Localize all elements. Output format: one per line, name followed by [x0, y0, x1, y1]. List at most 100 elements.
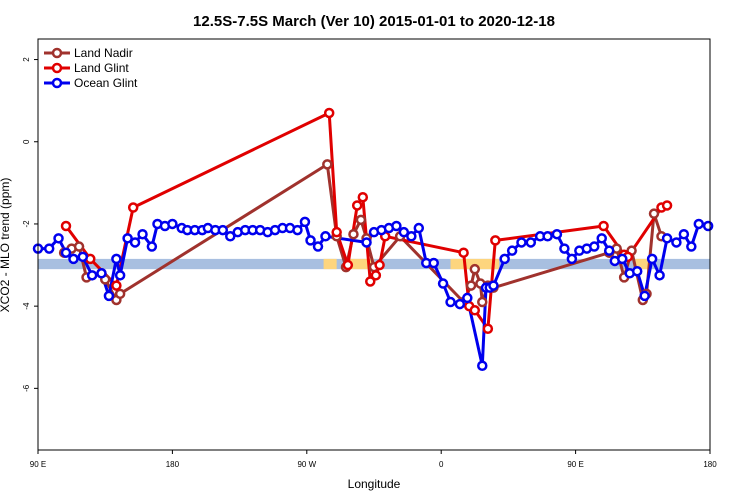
data-point-ocean-glint: [53, 233, 64, 244]
x-tick-label: 90 E: [567, 460, 583, 469]
data-point-land-glint: [490, 235, 501, 246]
legend-item-ocean-glint: Ocean Glint: [44, 76, 138, 90]
data-point-ocean-glint: [398, 226, 410, 238]
legend: Land Nadir Land Glint Ocean Glint: [44, 46, 138, 90]
data-point-ocean-glint: [406, 231, 417, 242]
data-point-ocean-glint: [477, 360, 488, 371]
legend-label-land-glint: Land Glint: [74, 61, 129, 75]
data-point-land-glint: [323, 107, 335, 119]
y-tick-label: -4: [22, 302, 31, 310]
x-tick-label: 180: [703, 460, 717, 469]
data-point-ocean-glint: [603, 245, 615, 256]
data-point-land-glint: [598, 220, 609, 232]
data-point-land-glint: [60, 220, 72, 232]
data-point-ocean-glint: [445, 296, 456, 308]
x-axis-label: Longitude: [348, 477, 401, 491]
data-point-ocean-glint: [292, 224, 303, 236]
data-point-ocean-glint: [671, 237, 682, 248]
data-point-ocean-glint: [559, 243, 570, 254]
data-point-land-nadir: [348, 228, 359, 240]
x-tick-label: 0: [439, 460, 444, 469]
data-point-ocean-glint: [60, 247, 72, 258]
data-point-land-glint: [374, 259, 385, 271]
data-point-ocean-glint: [225, 231, 236, 242]
legend-label-land-nadir: Land Nadir: [74, 46, 133, 60]
data-point-ocean-glint: [137, 228, 148, 240]
x-tick-label: 180: [166, 460, 180, 469]
x-tick-label: 90 E: [30, 460, 46, 469]
legend-marker-land-glint: [51, 62, 63, 74]
data-point-land-glint: [357, 191, 369, 203]
data-point-land-glint: [370, 270, 382, 281]
highlight-band-3: [635, 258, 651, 270]
data-point-ocean-glint: [122, 233, 133, 244]
data-point-ocean-glint: [462, 292, 473, 304]
data-point-land-nadir: [648, 208, 660, 219]
data-point-ocean-glint: [646, 253, 658, 265]
data-point-ocean-glint: [516, 237, 527, 248]
data-point-ocean-glint: [551, 228, 563, 240]
data-point-ocean-glint: [103, 290, 115, 302]
data-point-ocean-glint: [217, 224, 229, 236]
data-point-land-nadir: [469, 263, 481, 275]
plot-area: [32, 107, 714, 371]
data-point-land-glint: [127, 202, 139, 213]
data-point-ocean-glint: [488, 280, 499, 291]
data-point-ocean-glint: [43, 243, 55, 254]
data-point-ocean-glint: [320, 231, 331, 242]
data-point-ocean-glint: [111, 253, 122, 265]
data-point-ocean-glint: [129, 237, 141, 248]
legend-label-ocean-glint: Ocean Glint: [74, 76, 138, 90]
legend-item-land-nadir: Land Nadir: [44, 46, 133, 60]
data-point-ocean-glint: [305, 235, 316, 246]
data-point-land-nadir: [465, 280, 477, 291]
data-point-land-glint: [458, 247, 469, 258]
data-point-ocean-glint: [686, 241, 697, 252]
data-point-ocean-glint: [454, 298, 466, 310]
data-point-ocean-glint: [146, 241, 158, 252]
data-point-ocean-glint: [566, 253, 578, 265]
data-point-ocean-glint: [617, 253, 628, 265]
highlight-band-1: [349, 258, 374, 270]
data-point-land-nadir: [114, 288, 126, 300]
data-point-ocean-glint: [589, 241, 600, 252]
data-point-ocean-glint: [631, 265, 643, 277]
data-point-ocean-glint: [654, 270, 665, 281]
data-point-ocean-glint: [428, 257, 439, 269]
data-point-land-glint: [111, 280, 122, 291]
data-point-ocean-glint: [361, 237, 372, 248]
data-point-ocean-glint: [114, 270, 126, 281]
plot-frame: [37, 38, 711, 451]
data-point-land-glint: [331, 226, 342, 238]
chart-title: 12.5S-7.5S March (Ver 10) 2015-01-01 to …: [193, 13, 555, 30]
data-point-ocean-glint: [77, 251, 89, 263]
x-tick-label: 90 W: [297, 460, 316, 469]
data-point-land-glint: [469, 305, 481, 316]
y-tick-label: -2: [22, 220, 31, 228]
data-point-ocean-glint: [596, 233, 607, 244]
data-point-ocean-glint: [678, 228, 690, 240]
y-axis-label: XCO2 - MLO trend (ppm): [0, 178, 12, 313]
data-point-ocean-glint: [506, 245, 518, 256]
data-point-land-glint: [482, 323, 494, 335]
data-point-ocean-glint: [693, 218, 705, 230]
data-point-ocean-glint: [68, 253, 79, 265]
data-point-ocean-glint: [413, 222, 425, 234]
data-point-ocean-glint: [499, 253, 510, 265]
legend-item-land-glint: Land Glint: [44, 61, 129, 75]
y-tick-label: 0: [22, 139, 31, 144]
data-point-land-nadir: [322, 159, 333, 170]
data-point-ocean-glint: [542, 231, 553, 242]
data-point-land-glint: [661, 200, 673, 211]
data-point-land-nadir: [355, 214, 367, 226]
data-point-ocean-glint: [312, 241, 324, 252]
data-point-ocean-glint: [661, 233, 673, 244]
data-point-ocean-glint: [525, 237, 537, 248]
data-point-land-glint: [342, 259, 354, 271]
data-point-land-nadir: [73, 241, 85, 252]
legend-marker-ocean-glint: [51, 77, 63, 89]
data-point-ocean-glint: [86, 270, 98, 281]
data-point-ocean-glint: [437, 278, 449, 289]
